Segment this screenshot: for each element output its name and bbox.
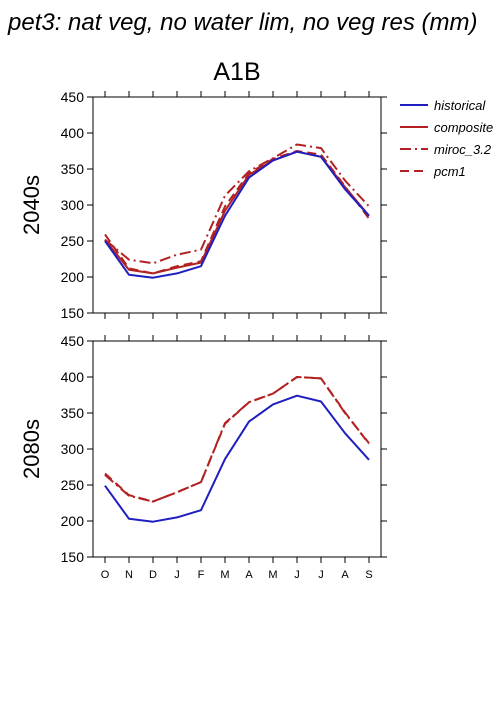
y-tick-label: 450 (61, 333, 85, 349)
x-tick-label: M (268, 569, 277, 581)
legend-label: historical (434, 98, 486, 113)
legend-entry: historical (400, 98, 486, 113)
legend-label: miroc_3.2 (434, 142, 492, 157)
y-tick-label: 250 (61, 233, 85, 249)
legend-entry: miroc_3.2 (400, 142, 492, 157)
plot-frame (92, 340, 382, 558)
panel-label: 2080s (19, 419, 44, 479)
x-tick-label: A (341, 569, 349, 581)
x-tick-label: A (245, 569, 253, 581)
y-tick-label: 450 (61, 89, 85, 105)
y-tick-label: 350 (61, 161, 85, 177)
legend-entry: composite (400, 120, 493, 135)
y-tick-label: 150 (61, 305, 85, 321)
x-tick-label: S (365, 569, 372, 581)
y-tick-label: 300 (61, 197, 85, 213)
y-tick-label: 150 (61, 549, 85, 565)
x-tick-label: N (125, 569, 133, 581)
panel-2040s: 150 200 250 300 350 400 450 2040s (19, 89, 387, 321)
panel-label: 2040s (19, 175, 44, 235)
legend-label: pcm1 (433, 164, 466, 179)
x-tick-label: F (198, 569, 205, 581)
plot-frame (92, 96, 382, 314)
x-tick-label: J (318, 569, 324, 581)
series-line-miroc-3-2 (104, 143, 370, 265)
y-tick-label: 200 (61, 513, 85, 529)
y-tick-label: 200 (61, 269, 85, 285)
legend-entry: pcm1 (400, 164, 466, 179)
y-tick-label: 300 (61, 441, 85, 457)
y-tick-label: 400 (61, 369, 85, 385)
series-line-miroc-3-2 (104, 376, 370, 503)
series-line-composite (104, 150, 370, 275)
panel-2080s: 150 200 250 300 350 400 450 O N D J F M A M J J A S 2080s (19, 333, 387, 581)
figure-title: pet3: nat veg, no water lim, no veg res … (7, 9, 478, 36)
series-line-pcm1 (104, 150, 370, 275)
chart-panels: 150 200 250 300 350 400 450 2040s 150 200 250 300 35… (19, 89, 387, 581)
series-line-historical (104, 394, 370, 523)
legend-label: composite (434, 120, 493, 135)
y-tick-label: 400 (61, 125, 85, 141)
series-line-historical (104, 150, 370, 279)
y-tick-label: 350 (61, 405, 85, 421)
series-line-pcm1 (104, 376, 370, 503)
x-tick-label: J (294, 569, 300, 581)
x-tick-label: D (149, 569, 157, 581)
x-tick-label: O (101, 569, 110, 581)
x-tick-label: M (220, 569, 229, 581)
x-tick-label: J (174, 569, 180, 581)
y-tick-label: 250 (61, 477, 85, 493)
scenario-title: A1B (213, 58, 260, 86)
legend: historical composite miroc_3.2 pcm1 (400, 98, 493, 179)
